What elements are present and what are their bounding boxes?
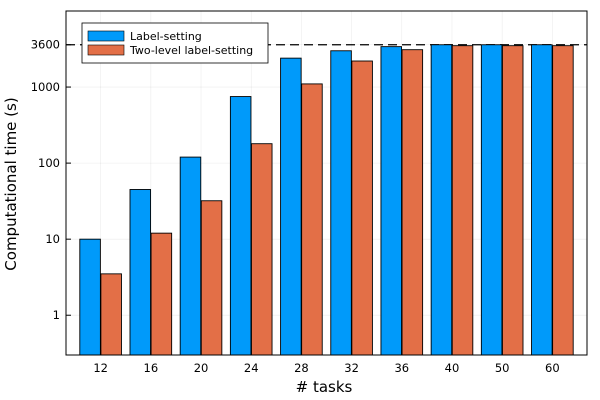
- bar-label-setting-16: [129, 189, 152, 356]
- bar-label-setting-60: [531, 44, 553, 356]
- bar-label-setting-32: [330, 50, 352, 356]
- legend-label-label-setting: Label-setting: [130, 30, 202, 43]
- bar-label-setting-12: [79, 238, 101, 356]
- bar-two-level-50: [501, 45, 524, 356]
- axes: 1 10 100 1000 3600 12 16 20 24 28 32 36 40 50 60: [31, 10, 588, 375]
- x-tick-label: 12: [93, 361, 108, 375]
- legend-box: [81, 22, 269, 64]
- x-tick-label: 28: [294, 361, 309, 375]
- bar-label-setting-36: [380, 46, 402, 356]
- x-tick-label: 16: [144, 361, 159, 375]
- bar-label-setting-20: [179, 156, 202, 356]
- x-tick-label: 40: [445, 361, 460, 375]
- bar-label-setting-50: [480, 44, 503, 356]
- legend: Label-setting Two-level label-setting: [81, 22, 269, 64]
- y-tick-label: 10: [45, 232, 60, 246]
- bar-two-level-60: [552, 45, 574, 356]
- bar-label-setting-28: [280, 57, 302, 356]
- bar-label-setting-40: [430, 44, 453, 356]
- x-tick-label: 60: [545, 361, 560, 375]
- bar-two-level-16: [150, 232, 173, 356]
- y-tick-label: 1: [53, 308, 60, 322]
- x-tick-label: 24: [244, 361, 259, 375]
- bar-two-level-20: [200, 200, 223, 356]
- bars: [79, 44, 574, 356]
- x-tick-label: 20: [194, 361, 209, 375]
- legend-swatch-two-level: [87, 44, 125, 56]
- bar-two-level-36: [401, 49, 424, 356]
- y-tick-label: 100: [38, 156, 60, 170]
- x-tick-label: 32: [344, 361, 359, 375]
- y-tick-label: 1000: [31, 80, 60, 94]
- x-tick-label: 36: [394, 361, 409, 375]
- bar-label-setting-24: [229, 96, 252, 356]
- bar-two-level-32: [351, 60, 373, 356]
- bar-two-level-12: [100, 273, 122, 356]
- x-tick-label: 50: [495, 361, 510, 375]
- x-axis-title: # tasks: [296, 378, 353, 396]
- plot-frame: [65, 10, 588, 356]
- y-axis-title: Computational time (s): [2, 97, 20, 270]
- bar-two-level-28: [301, 83, 323, 356]
- bar-two-level-40: [451, 45, 474, 356]
- legend-label-two-level: Two-level label-setting: [129, 44, 253, 57]
- bar-two-level-24: [251, 143, 273, 356]
- legend-swatch-label-setting: [87, 30, 125, 42]
- y-tick-label: 3600: [31, 38, 60, 52]
